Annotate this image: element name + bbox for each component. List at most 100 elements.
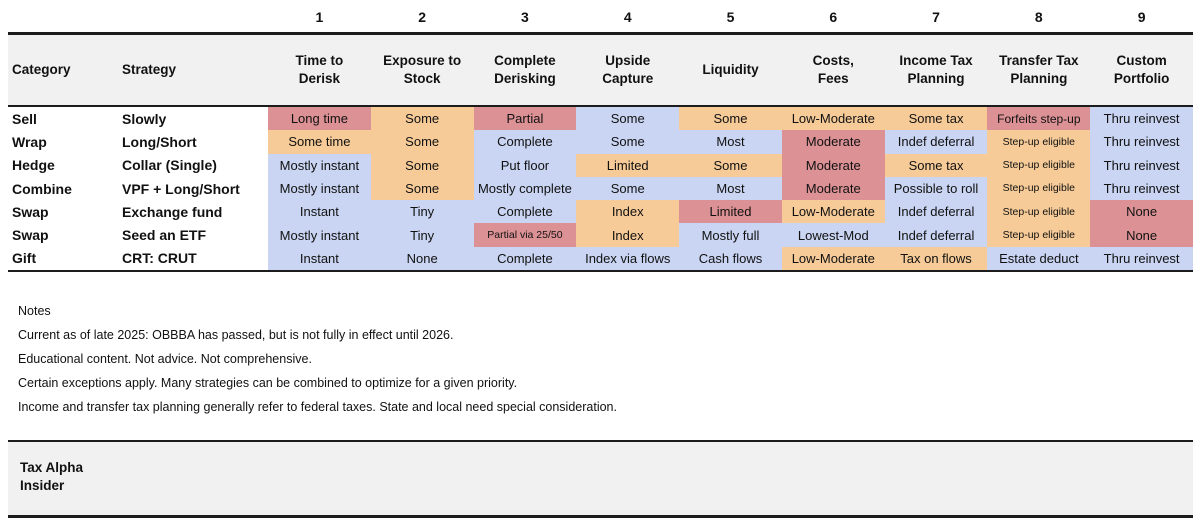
table-cell: Limited (679, 200, 782, 224)
row-strategy: Long/Short (118, 130, 268, 154)
column-number-2: 2 (418, 9, 427, 25)
table-cell: Low-Moderate (781, 107, 885, 131)
table-cell: Step-up eligible (987, 223, 1091, 247)
table-cell: Some (370, 107, 474, 131)
table-cell: Some (370, 130, 474, 154)
table-cell: Some time (268, 130, 371, 154)
table-cell: Step-up eligible (987, 200, 1091, 224)
table-cell: Most (679, 176, 782, 201)
table-cell: Complete (473, 200, 577, 224)
column-header-1: Time to Derisk (295, 53, 344, 86)
row-strategy: VPF + Long/Short (118, 176, 268, 201)
column-number-4: 4 (623, 9, 632, 25)
table-cell: Instant (268, 200, 371, 224)
table-cell: None (1090, 223, 1193, 247)
note-line: Educational content. Not advice. Not com… (18, 352, 312, 367)
table-cell: Thru reinvest (1090, 107, 1193, 131)
table-cell: Thru reinvest (1090, 130, 1193, 154)
table-cell: Index via flows (576, 246, 680, 271)
table-cell: Moderate (781, 130, 885, 154)
column-number-7: 7 (932, 9, 940, 25)
table-cell: Cash flows (679, 246, 782, 271)
row-category: Swap (8, 200, 118, 224)
table-cell: Partial (473, 107, 577, 131)
table-cell: Step-up eligible (987, 153, 1091, 177)
table-cell: Put floor (473, 153, 577, 177)
notes-lines: Current as of late 2025: OBBBA has passe… (18, 323, 1193, 419)
table-cell: Long time (268, 107, 371, 131)
table-cell: Mostly full (679, 223, 782, 247)
table-cell: Some (679, 107, 782, 131)
note-line: Income and transfer tax planning general… (18, 400, 617, 415)
table-header-row: Category Strategy Time to Derisk Exposure t… (8, 32, 1193, 107)
row-category: Gift (8, 246, 118, 271)
row-category: Hedge (8, 153, 118, 177)
table-cell: None (1090, 200, 1193, 224)
table-cell: Most (679, 130, 782, 154)
row-strategy: Seed an ETF (118, 223, 268, 247)
table-cell: Step-up eligible (987, 176, 1091, 201)
table-cell: Low-Moderate (781, 246, 885, 271)
strategy-table: Category Strategy Time to Derisk Exposure t… (8, 32, 1193, 273)
table-cell: Thru reinvest (1090, 153, 1193, 177)
row-category: Wrap (8, 130, 118, 154)
table-row: Swap Exchange fund Instant Tiny Complete Inde… (8, 200, 1193, 224)
table-cell: Indef deferral (884, 223, 988, 247)
table-cell: Forfeits step-up (987, 107, 1091, 131)
table-row: Gift CRT: CRUT Instant None Complete Index vi… (8, 246, 1193, 271)
table-cell: Indef deferral (884, 200, 988, 224)
table-cell: Thru reinvest (1090, 246, 1193, 271)
table-cell: Some tax (884, 107, 988, 131)
row-strategy: Slowly (118, 107, 268, 131)
table-cell: Some (370, 176, 474, 201)
column-header-8: Transfer Tax Planning (999, 53, 1079, 86)
table-cell: Complete (473, 130, 577, 154)
column-header-7: Income Tax Planning (899, 53, 973, 86)
table-cell: Estate deduct (987, 246, 1091, 271)
table-cell: None (370, 246, 474, 271)
table-body: Sell Slowly Long time Some Partial Some Some Lo… (8, 107, 1193, 273)
column-number-3: 3 (521, 9, 529, 25)
column-header-2: Exposure to Stock (383, 53, 462, 86)
column-number-8: 8 (1034, 9, 1043, 25)
notes-section: Notes Current as of late 2025: OBBBA has… (18, 299, 1193, 419)
table-cell: Index (576, 200, 680, 224)
row-strategy: Collar (Single) (118, 153, 268, 177)
table-cell: Partial via 25/50 (473, 223, 577, 247)
row-category: Combine (8, 176, 118, 201)
column-number-row: 1 2 3 4 5 6 7 8 9 (8, 0, 1193, 32)
table-cell: Some (576, 176, 680, 201)
table-cell: Instant (268, 246, 371, 271)
row-strategy: Exchange fund (118, 200, 268, 224)
header-strategy: Strategy (122, 62, 177, 78)
header-category: Category (12, 62, 71, 78)
column-header-5: Liquidity (702, 62, 759, 78)
table-cell: Some (679, 153, 782, 177)
table-cell: Mostly instant (268, 223, 371, 247)
column-header-6: Costs, Fees (812, 53, 854, 86)
table-cell: Lowest-Mod (781, 223, 885, 247)
table-cell: Step-up eligible (987, 130, 1091, 154)
table-cell: Limited (576, 153, 680, 177)
brand-title: Tax Alpha Insider (20, 460, 84, 494)
table-cell: Mostly instant (268, 176, 371, 201)
table-row: Swap Seed an ETF Mostly instant Tiny Partial… (8, 223, 1193, 247)
table-cell: Some (576, 107, 680, 131)
row-category: Sell (8, 107, 118, 131)
table-cell: Tax on flows (884, 246, 988, 271)
table-cell: Some (576, 130, 680, 154)
table-cell: Complete (473, 246, 577, 271)
table-row: Combine VPF + Long/Short Mostly instant Som… (8, 176, 1193, 201)
table-cell: Moderate (781, 176, 885, 201)
table-cell: Low-Moderate (781, 200, 885, 224)
row-strategy: CRT: CRUT (118, 246, 268, 271)
footer-band: Tax Alpha Insider (8, 440, 1193, 519)
table-cell: Some (370, 153, 474, 177)
note-line: Current as of late 2025: OBBBA has passe… (18, 328, 454, 343)
table-cell: Thru reinvest (1090, 176, 1193, 201)
column-number-5: 5 (726, 9, 735, 25)
column-header-4: Upside Capture (602, 53, 654, 86)
table-cell: Index (576, 223, 680, 247)
column-header-3: Complete Derisking (494, 53, 556, 86)
